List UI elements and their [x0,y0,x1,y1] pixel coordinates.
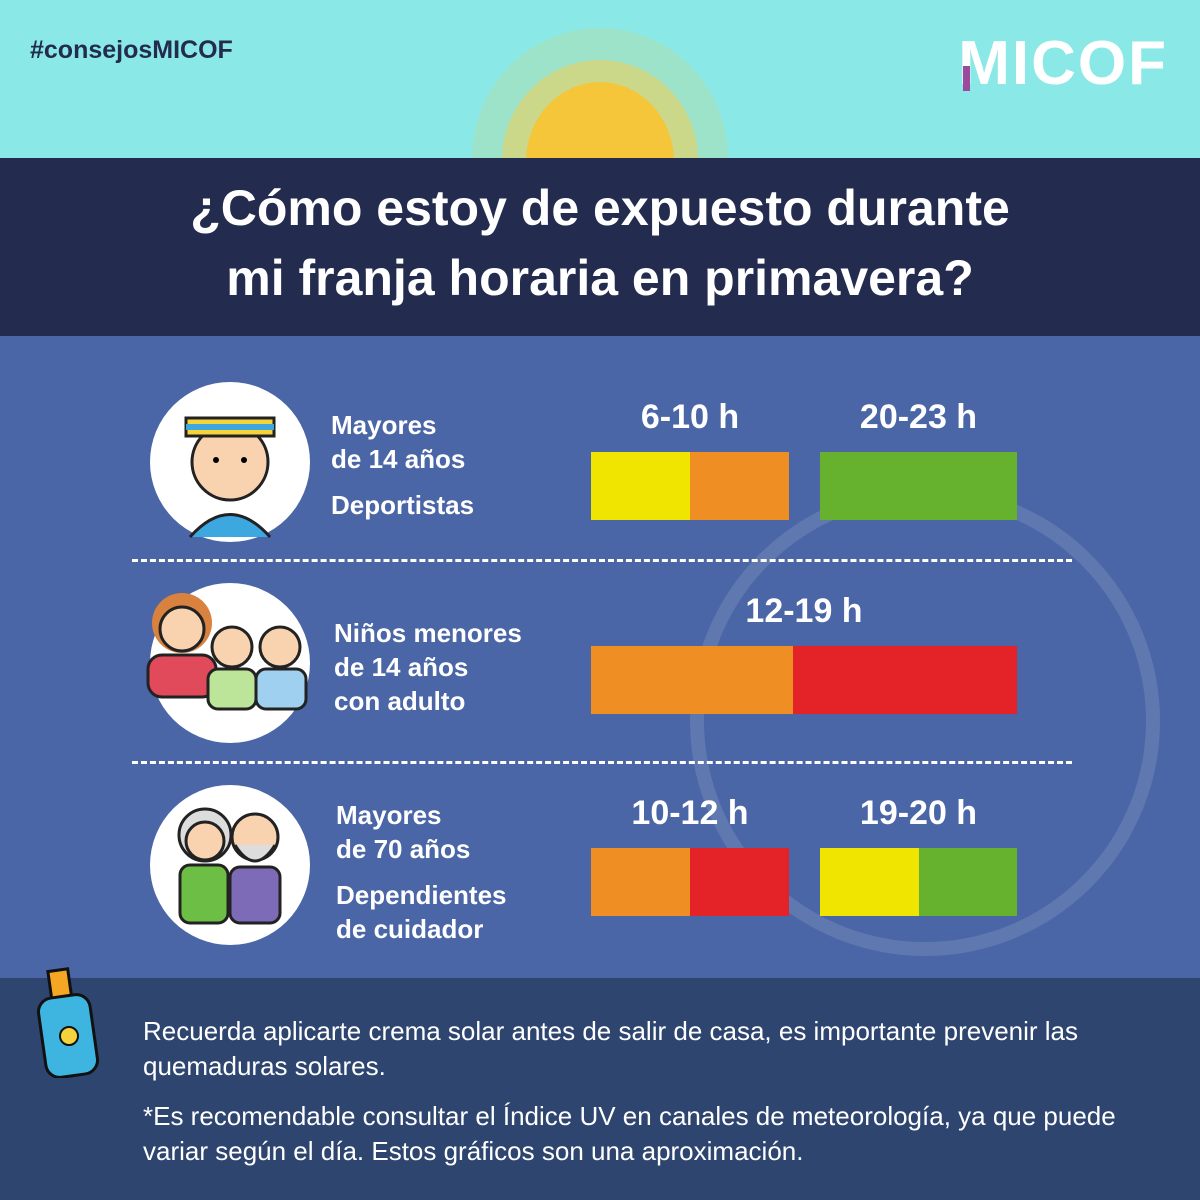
exposure-bar [591,848,789,916]
time-slot-label: 19-20 h [859,794,978,832]
time-slot-label: 20-23 h [859,398,978,436]
exposure-bar [820,452,1017,520]
bar-segment-green [918,848,1017,916]
bar-segment-orange [591,848,690,916]
label-line: de 14 años [334,652,469,682]
exposure-bar [591,452,789,520]
title-line-2: mi franja horaria en primavera? [226,250,974,306]
label-line: de 70 años [336,834,471,864]
group-3-label: Mayores de 70 años Dependientes de cuida… [336,798,507,946]
label-line: Mayores [336,800,442,830]
label-line: Mayores [331,410,437,440]
exposure-bar [591,646,1017,714]
micof-logo: MICOF [958,29,1168,98]
bar-segment-red [690,848,789,916]
bar-segment-yellow [820,848,919,916]
sub-label: Dependientes [336,880,507,910]
bar-segment-orange [591,646,794,714]
bar-segment-red [793,646,1017,714]
uv-disclaimer: *Es recomendable consultar el Índice UV … [143,1101,1116,1166]
label-line: con adulto [334,686,466,716]
time-slot-label: 12-19 h [745,592,863,630]
page-title: ¿Cómo estoy de expuesto durante mi franj… [0,158,1200,336]
title-line-1: ¿Cómo estoy de expuesto durante [190,180,1010,236]
sunscreen-bottle-icon [36,967,100,1078]
time-slot-label: 6-10 h [640,398,740,436]
family-icon [146,583,310,743]
athlete-icon [150,382,310,542]
sub-label: de cuidador [336,914,484,944]
label-line: Niños menores [334,618,522,648]
footer-panel: Recuerda aplicarte crema solar antes de … [0,967,1200,1200]
hashtag: #consejosMICOF [30,36,233,64]
sub-label: Deportistas [331,490,475,520]
divider [132,559,1072,562]
bar-segment-green [820,452,1017,520]
divider [132,761,1072,764]
time-slot-label: 10-12 h [631,794,749,832]
group-1-label: Mayores de 14 años Deportistas [331,408,474,522]
group-2-label: Niños menores de 14 años con adulto [334,616,522,718]
sunscreen-note: Recuerda aplicarte crema solar antes de … [143,1016,1079,1081]
elderly-couple-icon [150,785,310,945]
logo-accent [963,66,970,91]
bar-segment-orange [690,452,789,520]
bar-segment-yellow [591,452,690,520]
exposure-bar [820,848,1017,916]
label-line: de 14 años [331,444,466,474]
header-band: #consejosMICOF MICOF [0,0,1200,158]
